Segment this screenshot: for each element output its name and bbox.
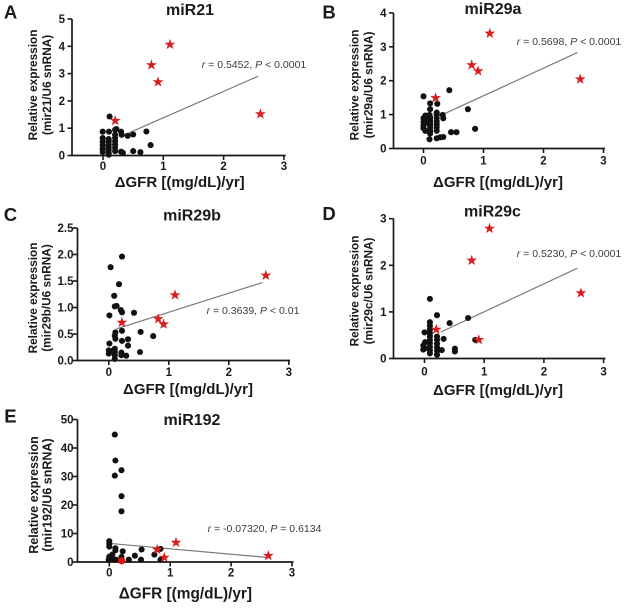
svg-text:ΔGFR [(mg/dL)/yr]: ΔGFR [(mg/dL)/yr] xyxy=(123,381,253,398)
svg-text:2: 2 xyxy=(228,568,234,580)
svg-text:(mir29a/U6 snRNA): (mir29a/U6 snRNA) xyxy=(361,32,375,139)
svg-text:1: 1 xyxy=(59,123,66,135)
svg-text:0: 0 xyxy=(106,568,112,580)
svg-text:3: 3 xyxy=(380,214,386,226)
svg-text:0.5: 0.5 xyxy=(58,329,75,341)
svg-text:1: 1 xyxy=(480,156,487,168)
svg-text:2: 2 xyxy=(540,156,546,168)
svg-text:Relative expression: Relative expression xyxy=(27,436,41,553)
svg-text:0: 0 xyxy=(420,156,426,168)
svg-text:0.0: 0.0 xyxy=(58,356,74,368)
svg-text:miR21: miR21 xyxy=(166,2,214,19)
svg-text:(mir21/U6 snRNA): (mir21/U6 snRNA) xyxy=(40,35,54,135)
svg-text:2: 2 xyxy=(380,260,386,272)
svg-text:C: C xyxy=(4,204,17,225)
svg-text:0: 0 xyxy=(59,151,65,163)
svg-text:50: 50 xyxy=(61,415,74,427)
svg-text:Relative expression: Relative expression xyxy=(348,236,362,347)
svg-text:r = 0.5452, P < 0.0001: r = 0.5452, P < 0.0001 xyxy=(202,59,307,71)
svg-text:A: A xyxy=(4,2,17,23)
svg-text:miR29c: miR29c xyxy=(464,204,521,221)
svg-text:r = 0.3639, P < 0.01: r = 0.3639, P < 0.01 xyxy=(207,305,300,317)
svg-text:20: 20 xyxy=(61,500,74,512)
svg-text:3: 3 xyxy=(380,42,386,54)
svg-text:1: 1 xyxy=(160,161,167,173)
svg-text:30: 30 xyxy=(61,472,74,484)
svg-text:0: 0 xyxy=(100,161,106,173)
svg-text:3: 3 xyxy=(59,69,65,81)
svg-text:2.0: 2.0 xyxy=(58,250,74,262)
svg-text:Relative expression: Relative expression xyxy=(348,30,362,141)
svg-text:ΔGFR [(mg/dL)/yr]: ΔGFR [(mg/dL)/yr] xyxy=(119,586,252,603)
svg-text:r = 0.5230, P < 0.0001: r = 0.5230, P < 0.0001 xyxy=(517,248,622,260)
svg-text:0: 0 xyxy=(380,354,386,366)
svg-text:B: B xyxy=(322,2,335,23)
svg-text:0: 0 xyxy=(380,144,386,156)
svg-text:4: 4 xyxy=(380,8,387,20)
svg-text:1: 1 xyxy=(167,568,174,580)
svg-text:miR192: miR192 xyxy=(164,412,221,429)
svg-text:1: 1 xyxy=(166,367,173,379)
svg-text:ΔGFR [(mg/dL)/yr]: ΔGFR [(mg/dL)/yr] xyxy=(115,174,245,191)
svg-text:Relative expression: Relative expression xyxy=(26,30,40,141)
svg-text:miR29b: miR29b xyxy=(163,208,221,225)
svg-text:1: 1 xyxy=(380,307,387,319)
svg-text:3: 3 xyxy=(289,568,295,580)
svg-text:D: D xyxy=(322,203,335,224)
svg-text:2: 2 xyxy=(380,76,386,88)
svg-text:2.5: 2.5 xyxy=(58,223,75,235)
svg-text:r = 0.5698, P < 0.0001: r = 0.5698, P < 0.0001 xyxy=(517,36,622,48)
svg-text:3: 3 xyxy=(286,367,292,379)
svg-text:1.0: 1.0 xyxy=(58,303,74,315)
svg-text:ΔGFR [(mg/dL)/yr]: ΔGFR [(mg/dL)/yr] xyxy=(433,174,563,191)
svg-text:3: 3 xyxy=(600,367,606,379)
svg-text:0: 0 xyxy=(421,367,427,379)
svg-text:E: E xyxy=(4,406,16,427)
svg-text:0: 0 xyxy=(67,557,73,569)
svg-text:2: 2 xyxy=(541,367,547,379)
svg-text:Relative expression: Relative expression xyxy=(26,243,40,354)
svg-text:1: 1 xyxy=(481,367,488,379)
svg-text:ΔGFR [(mg/dL)/yr]: ΔGFR [(mg/dL)/yr] xyxy=(433,382,563,399)
svg-text:r = -0.07320, P = 0.6134: r = -0.07320, P = 0.6134 xyxy=(208,523,322,535)
svg-text:2: 2 xyxy=(220,161,226,173)
svg-text:0: 0 xyxy=(106,367,112,379)
svg-text:3: 3 xyxy=(600,156,606,168)
svg-text:(mir192/U6 snRNA): (mir192/U6 snRNA) xyxy=(41,438,55,551)
svg-text:3: 3 xyxy=(281,161,287,173)
svg-text:10: 10 xyxy=(61,529,74,541)
svg-text:40: 40 xyxy=(61,443,74,455)
svg-text:1: 1 xyxy=(380,110,387,122)
svg-text:2: 2 xyxy=(226,367,232,379)
svg-text:(mir29b/U6 snRNA): (mir29b/U6 snRNA) xyxy=(40,244,54,352)
svg-text:2: 2 xyxy=(59,96,65,108)
svg-text:(mir29c/U6 snRNA): (mir29c/U6 snRNA) xyxy=(361,238,375,345)
svg-text:miR29a: miR29a xyxy=(465,1,522,18)
svg-text:1.5: 1.5 xyxy=(58,276,75,288)
svg-text:4: 4 xyxy=(59,41,66,53)
svg-text:5: 5 xyxy=(59,14,66,26)
